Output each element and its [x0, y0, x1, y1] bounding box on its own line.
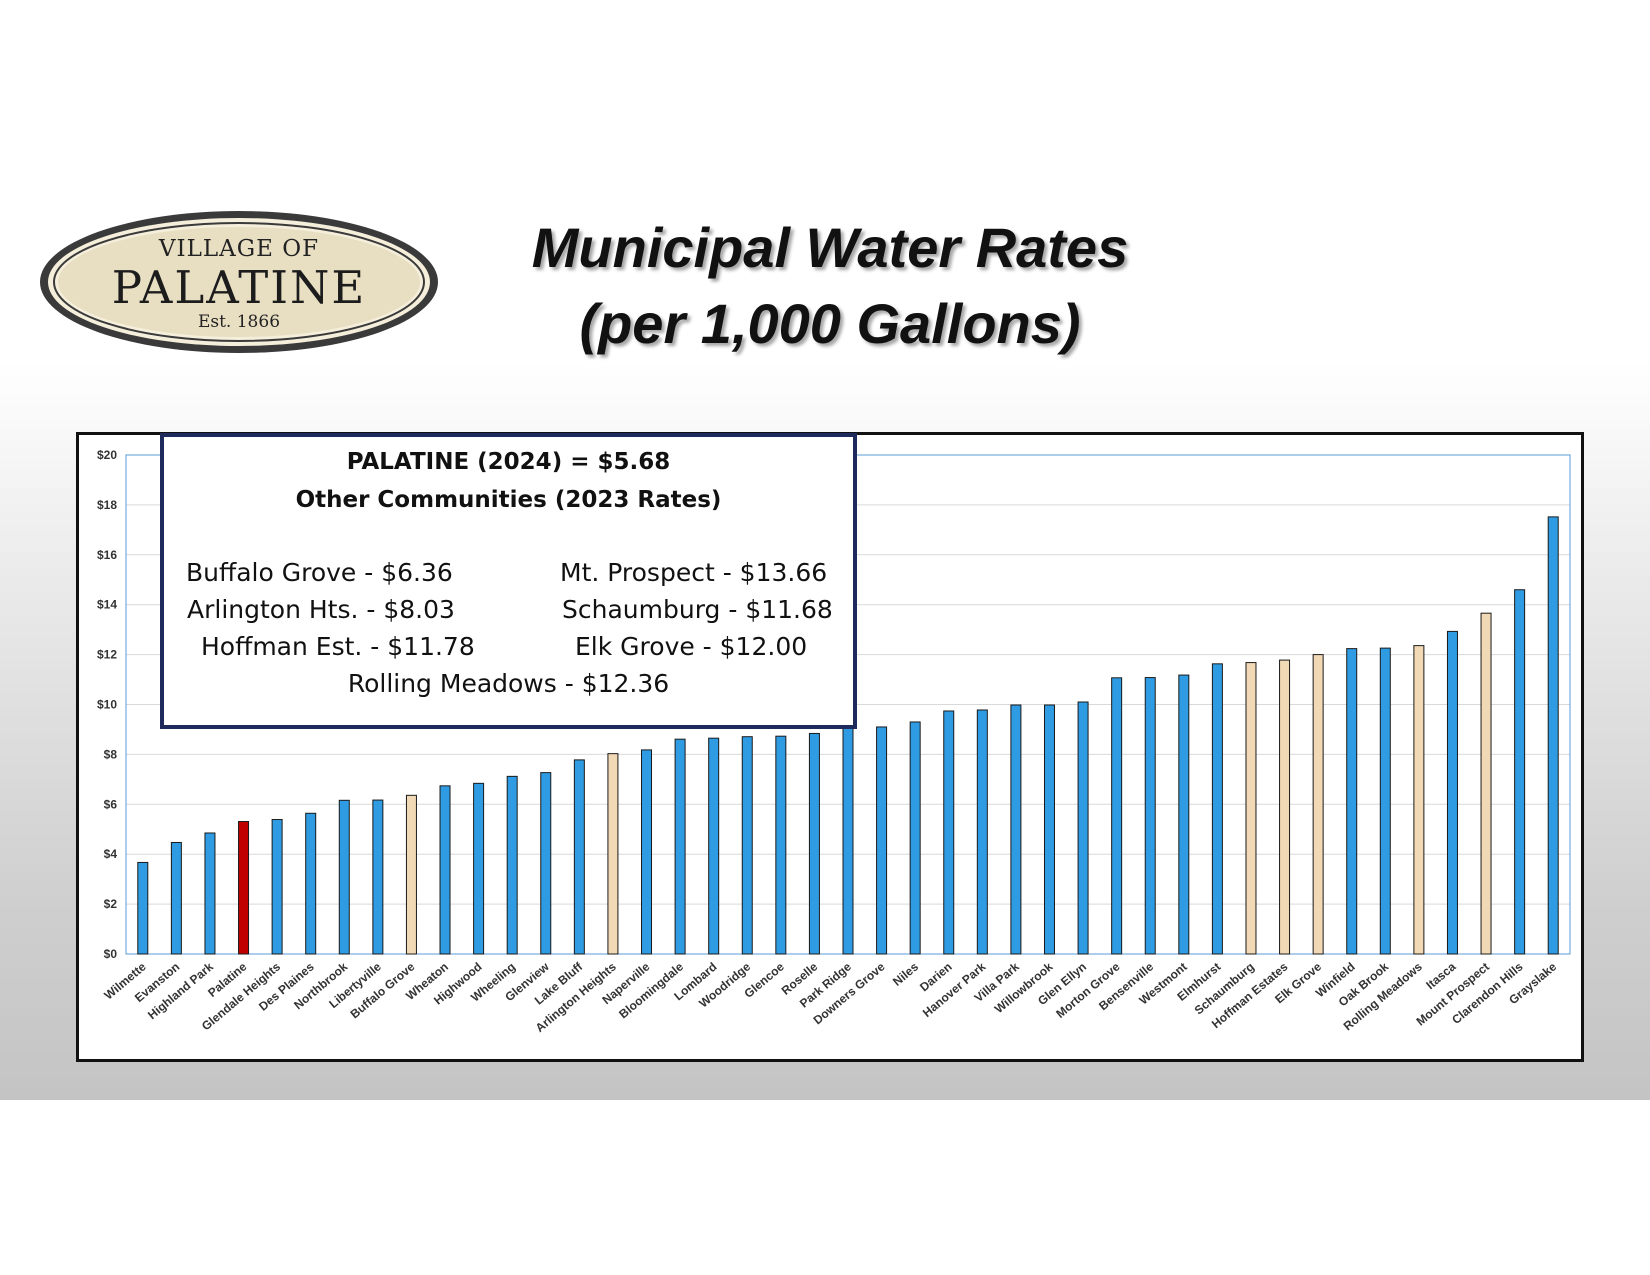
page-title: Municipal Water Rates (per 1,000 Gallons…: [400, 210, 1260, 362]
bar: [1346, 648, 1358, 955]
y-tick-label: $16: [97, 548, 117, 562]
bar: [641, 749, 653, 955]
y-tick-label: $12: [97, 648, 117, 662]
callout-item: Arlington Hts. - $8.03: [187, 595, 455, 624]
bar: [372, 799, 384, 955]
bar: [271, 819, 283, 955]
bar: [909, 721, 921, 955]
callout-item: Schaumburg - $11.68: [562, 595, 833, 624]
village-logo: VILLAGE OF PALATINE Est. 1866: [38, 209, 440, 355]
bar: [170, 841, 182, 955]
logo-line-3: Est. 1866: [197, 312, 281, 332]
bar: [1547, 516, 1559, 955]
y-tick-label: $4: [104, 847, 118, 861]
bar: [1514, 589, 1526, 955]
y-tick-label: $20: [97, 448, 117, 462]
logo-line-1: VILLAGE OF: [158, 236, 320, 262]
bar: [674, 738, 686, 955]
y-tick-label: $2: [104, 897, 118, 911]
bar: [842, 727, 854, 955]
bar: [1446, 630, 1458, 955]
bar: [439, 785, 451, 955]
bar: [876, 726, 888, 955]
bar: [238, 821, 250, 955]
bar: [305, 812, 317, 955]
y-tick-label: $14: [97, 598, 117, 612]
logo-line-2: PALATINE: [111, 261, 367, 314]
bar: [808, 732, 820, 955]
bar: [1010, 704, 1022, 955]
bar: [506, 775, 518, 955]
callout-item: Mt. Prospect - $13.66: [560, 558, 828, 587]
y-tick-label: $8: [104, 747, 118, 761]
title-line-1: Municipal Water Rates: [531, 216, 1129, 279]
callout-item: Hoffman Est. - $11.78: [201, 632, 475, 661]
rates-callout-box: PALATINE (2024) = $5.68 Other Communitie…: [160, 433, 857, 729]
bar: [1178, 674, 1190, 955]
bar: [573, 759, 585, 955]
logo-oval: [40, 211, 438, 353]
bar: [338, 799, 350, 955]
bar: [1245, 662, 1257, 955]
bar: [1413, 645, 1425, 955]
bar: [1279, 659, 1291, 955]
y-tick-label: $6: [104, 797, 118, 811]
bar: [204, 832, 216, 955]
bar-chart: $0$2$4$6$8$10$12$14$16$18$20WilmetteEvan…: [97, 448, 1571, 1035]
bar: [1211, 663, 1223, 955]
bar: [405, 794, 417, 955]
callout-item: Rolling Meadows - $12.36: [347, 669, 670, 698]
bar: [1043, 704, 1055, 955]
y-tick-label: $18: [97, 498, 117, 512]
bar: [1111, 677, 1123, 955]
callout-subheading: Other Communities (2023 Rates): [295, 487, 722, 513]
bar: [607, 753, 619, 955]
bar: [540, 772, 552, 955]
title-line-2: (per 1,000 Gallons): [579, 292, 1081, 355]
callout-heading: PALATINE (2024) = $5.68: [346, 449, 671, 475]
y-tick-label: $0: [104, 947, 118, 961]
bar: [943, 710, 955, 955]
y-tick-label: $10: [97, 698, 117, 712]
bar: [1312, 654, 1324, 955]
bar: [1077, 701, 1089, 955]
bar: [1379, 647, 1391, 955]
bar: [741, 736, 753, 955]
bar: [1480, 612, 1492, 955]
bar: [708, 737, 720, 955]
callout-item: Elk Grove - $12.00: [575, 632, 808, 661]
bar: [473, 782, 485, 955]
bar: [137, 861, 149, 955]
callout-item: Buffalo Grove - $6.36: [186, 558, 453, 587]
bar: [1144, 677, 1156, 955]
bar: [976, 709, 988, 955]
bar: [775, 735, 787, 955]
